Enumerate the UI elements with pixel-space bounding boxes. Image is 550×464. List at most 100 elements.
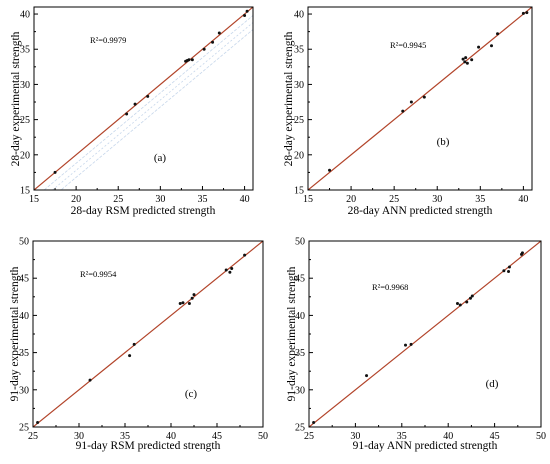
data-point xyxy=(190,296,194,300)
fit-line xyxy=(33,241,263,427)
x-tick-label: 15 xyxy=(29,194,39,205)
x-tick-label: 45 xyxy=(490,431,500,442)
shadow-diagonals xyxy=(43,15,253,190)
data-point xyxy=(455,301,459,305)
data-point xyxy=(422,95,426,99)
data-point xyxy=(507,270,511,274)
shadow-line xyxy=(51,22,253,190)
x-tick-label: 40 xyxy=(443,431,453,442)
data-point xyxy=(458,303,462,307)
x-tick-label: 40 xyxy=(518,194,528,205)
shadow-line xyxy=(43,15,253,190)
y-tick-label: 30 xyxy=(294,80,304,91)
data-point xyxy=(128,354,132,358)
y-axis-label: 91-day experimental strength xyxy=(9,266,21,401)
data-point xyxy=(133,102,137,106)
fit-line xyxy=(309,241,541,427)
r-squared-label: R²=0.9954 xyxy=(80,269,117,279)
chart-panel-4: 25 30 35 40 45 50 25 30 35 40 45 50 R²=0.9968 (d) 91-d… xyxy=(286,237,546,453)
fit-line xyxy=(34,7,253,190)
data-point xyxy=(132,342,136,346)
plot-frame xyxy=(307,6,533,191)
data-point xyxy=(464,56,468,60)
data-point xyxy=(190,58,194,62)
data-point xyxy=(409,342,413,346)
x-axis-label: 28-day RSM predicted strength xyxy=(71,205,216,217)
x-axis-label: 91-day RSM predicted strength xyxy=(76,440,221,452)
data-point xyxy=(88,378,92,382)
data-point xyxy=(243,13,247,17)
x-axis-label: 91-day ANN predicted strength xyxy=(353,440,498,452)
panel-label: (b) xyxy=(437,136,450,148)
data-point xyxy=(230,267,234,271)
y-tick-label: 15 xyxy=(20,186,30,197)
data-point xyxy=(496,32,500,36)
data-point xyxy=(461,57,465,61)
y-tick-label: 45 xyxy=(295,274,305,285)
y-tick-label: 30 xyxy=(19,385,29,396)
data-point xyxy=(312,421,316,425)
panel-label: (a) xyxy=(154,152,167,164)
y-tick-label: 40 xyxy=(295,311,305,322)
x-tick-label: 25 xyxy=(389,194,399,205)
data-point xyxy=(409,100,413,104)
y-tick-label: 40 xyxy=(19,311,29,322)
fit-line xyxy=(308,7,532,190)
x-tick-label: 25 xyxy=(113,194,123,205)
x-tick-label: 50 xyxy=(258,431,268,442)
data-point xyxy=(404,343,408,347)
y-tick-label: 15 xyxy=(294,186,304,197)
data-point xyxy=(36,421,40,425)
x-tick-label: 40 xyxy=(166,431,176,442)
data-point xyxy=(465,61,469,65)
y-tick-label: 25 xyxy=(295,423,305,434)
chart-panel-2: 15 20 25 30 35 40 15 20 25 30 35 40 R²=0.9945 (b) 28-d… xyxy=(283,6,533,217)
y-tick-label: 40 xyxy=(294,10,304,21)
x-tick-label: 50 xyxy=(536,431,546,442)
data-point xyxy=(502,269,506,273)
x-tick-label: 30 xyxy=(350,431,360,442)
data-point xyxy=(125,112,129,116)
data-point xyxy=(224,268,228,272)
data-point xyxy=(365,374,369,378)
x-tick-label: 35 xyxy=(475,194,485,205)
r-squared-label: R²=0.9979 xyxy=(90,35,126,45)
data-point xyxy=(507,265,511,269)
x-tick-label: 25 xyxy=(28,431,38,442)
y-tick-label: 20 xyxy=(20,150,30,161)
shadow-line xyxy=(60,29,253,190)
x-tick-label: 25 xyxy=(304,431,314,442)
data-point xyxy=(192,293,196,297)
x-tick-label: 20 xyxy=(71,194,81,205)
panel-label: (d) xyxy=(486,378,499,390)
data-point xyxy=(520,251,524,255)
data-point xyxy=(470,58,474,62)
data-point xyxy=(243,253,247,257)
data-point xyxy=(245,9,249,13)
y-tick-label: 45 xyxy=(19,274,29,285)
chart-panel-1: 15 20 25 30 35 40 15 20 25 30 35 40 R²=0.9979 (a) 28-d… xyxy=(10,6,254,217)
x-tick-label: 30 xyxy=(74,431,84,442)
data-point xyxy=(490,44,494,48)
y-tick-label: 25 xyxy=(19,423,29,434)
y-tick-label: 50 xyxy=(19,237,29,248)
data-point xyxy=(468,296,472,300)
data-point xyxy=(525,11,529,15)
data-point xyxy=(187,301,191,305)
x-tick-label: 30 xyxy=(155,194,165,205)
r-squared-label: R²=0.9945 xyxy=(390,40,426,50)
chart-panel-3: 25 30 35 40 45 50 25 30 35 40 45 50 R²=0.9954 (c) 91-d… xyxy=(9,237,268,453)
data-point xyxy=(181,301,185,305)
x-tick-label: 15 xyxy=(303,194,313,205)
plot-frame xyxy=(33,6,254,191)
data-point xyxy=(463,60,467,64)
x-tick-label: 20 xyxy=(346,194,356,205)
x-tick-label: 30 xyxy=(432,194,442,205)
y-tick-label: 25 xyxy=(20,115,30,126)
x-tick-label: 40 xyxy=(240,194,250,205)
y-tick-label: 30 xyxy=(20,80,30,91)
y-tick-label: 40 xyxy=(20,10,30,21)
data-point xyxy=(470,294,474,298)
data-point xyxy=(401,109,405,113)
y-tick-label: 35 xyxy=(294,45,304,56)
